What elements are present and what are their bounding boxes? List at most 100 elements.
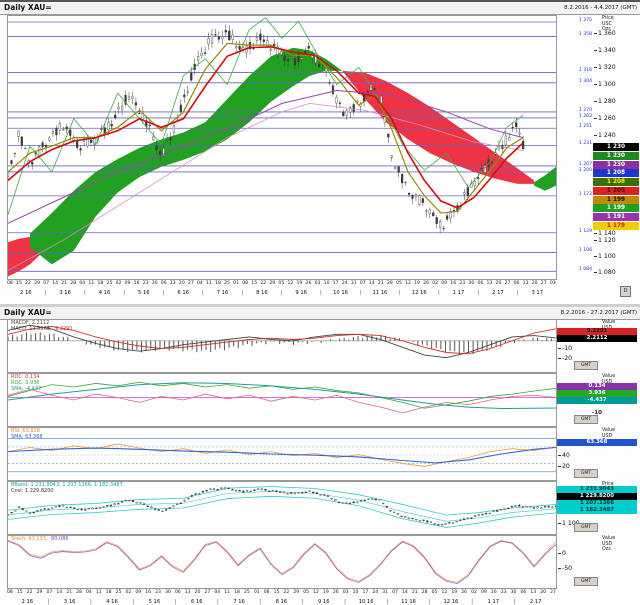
month-label: 5 16 <box>148 599 161 605</box>
day-tick: 21 <box>61 281 68 286</box>
y-axis-tick: 1 340 <box>594 47 616 54</box>
month-separator: | <box>123 290 126 296</box>
month-label: 11 16 <box>401 599 416 605</box>
month-separator: | <box>132 599 135 605</box>
day-tick: 08 <box>242 281 249 286</box>
day-tick: 17 <box>362 590 369 595</box>
month-label: 5 16 <box>138 290 150 296</box>
axis-corner-button[interactable]: D <box>620 286 631 297</box>
day-tick: 21 <box>411 590 418 595</box>
day-tick: 23 <box>459 281 466 286</box>
month-separator: | <box>428 599 431 605</box>
day-tick: 16 <box>145 590 152 595</box>
day-tick: 03 <box>342 590 349 595</box>
support-level-label: 1 129 <box>578 229 592 234</box>
day-tick: 06 <box>160 281 167 286</box>
main-y-axis: Price USC Ozs 1 375 1 358 1 316 1 304 1 270 1 26… <box>556 15 640 278</box>
day-tick: 09 <box>441 281 448 286</box>
day-tick: 06 <box>520 590 527 595</box>
bbands-plot[interactable] <box>7 481 557 535</box>
month-label: 3 16 <box>63 599 76 605</box>
day-tick: 12 <box>405 281 411 286</box>
day-tick: 23 <box>142 281 149 286</box>
bottom-x-axis-days: 08 15 22 29 07 14 21 28 04 11 18 25 02 09 16 23 30 06 13 20… <box>7 590 556 595</box>
day-tick: 07 <box>359 281 366 286</box>
day-tick: 04 <box>196 281 203 286</box>
stoch-y-axis: Value USD Ozs 0 -50 GMT <box>556 535 640 587</box>
month-separator: | <box>174 599 177 605</box>
day-tick: 01 <box>253 590 260 595</box>
day-tick: 22 <box>26 590 33 595</box>
y-axis-tick: -20 <box>558 355 572 362</box>
macd-plot[interactable] <box>7 319 557 373</box>
price-box: 1 191 <box>593 213 639 222</box>
month-separator: | <box>359 290 362 296</box>
day-tick: 05 <box>396 281 402 286</box>
month-separator: | <box>438 290 440 296</box>
gmt-button[interactable]: GMT <box>574 415 598 424</box>
gmt-button[interactable]: GMT <box>574 469 598 478</box>
day-tick: 11 <box>224 590 231 595</box>
day-tick: 26 <box>305 281 312 286</box>
day-tick: 17 <box>332 281 339 286</box>
month-separator: | <box>89 599 92 605</box>
month-label: 3 16 <box>59 290 71 296</box>
support-level-label: 1 375 <box>578 18 592 23</box>
main-price-chart[interactable] <box>7 15 557 280</box>
month-separator: | <box>162 290 165 296</box>
gmt-button[interactable]: GMT <box>574 361 598 370</box>
month-label: 6 16 <box>190 599 203 605</box>
day-tick: 28 <box>76 590 82 595</box>
price-box: 63.368 <box>557 439 637 446</box>
month-separator: | <box>386 599 389 605</box>
day-tick: 29 <box>36 590 43 595</box>
support-level-label: 1 316 <box>578 68 592 73</box>
day-tick: 25 <box>106 281 113 286</box>
bottom-chart-title: Daily XAU= <box>4 308 52 317</box>
day-tick: 28 <box>70 281 77 286</box>
day-tick: 09 <box>124 281 131 286</box>
day-tick: 22 <box>25 281 31 286</box>
day-tick: 18 <box>215 281 221 286</box>
y-axis-tick: 1 120 <box>594 237 616 244</box>
top-chart-section: Daily XAU= 8.2.2016 - 4.4.2017 (GMT) Pri… <box>0 0 640 306</box>
gmt-button[interactable]: GMT <box>574 577 598 586</box>
month-label: 3 17 <box>531 290 544 296</box>
day-tick: 09 <box>135 590 142 595</box>
month-label: 2 16 <box>20 290 32 296</box>
month-label: 11 16 <box>372 290 388 296</box>
price-box: 1 182.3487 <box>557 507 637 514</box>
indicator-section: Daily XAU= 8.2.2016 - 27.2.2017 (GMT) MA… <box>0 304 640 605</box>
top-x-axis-months: 2 16 | 3 16 | 4 16 | 5 16 | 6 16 | 7 16 | 8 16 | 9 16 |… <box>7 290 556 296</box>
rsi-plot[interactable] <box>7 427 557 481</box>
price-box: 1 179 <box>593 222 639 231</box>
day-tick: 27 <box>550 590 556 595</box>
roc-plot[interactable] <box>7 373 557 427</box>
day-tick: 06 <box>477 281 484 286</box>
y-axis-tick: 20 <box>558 463 570 470</box>
price-box: 0.134 <box>557 383 637 390</box>
month-label: 8 16 <box>275 599 288 605</box>
month-separator: | <box>344 599 346 605</box>
day-tick: 14 <box>56 590 63 595</box>
day-tick: 11 <box>88 281 95 286</box>
stoch-plot[interactable] <box>7 535 557 589</box>
day-tick: 30 <box>510 590 517 595</box>
day-tick: 27 <box>540 281 547 286</box>
month-separator: | <box>320 290 322 296</box>
bottom-chart-date-range: 8.2.2016 - 27.2.2017 (GMT) <box>560 310 637 316</box>
day-tick: 25 <box>224 281 230 286</box>
day-tick: 05 <box>431 590 438 595</box>
month-separator: | <box>477 290 480 296</box>
gmt-button[interactable]: GMT <box>574 523 598 532</box>
day-tick: 15 <box>16 590 23 595</box>
top-x-axis-days: 08 15 22 29 07 14 21 28 04 11 18 25 02 09 16 23 30 06 13 20… <box>7 281 556 286</box>
day-tick: 09 <box>481 590 487 595</box>
month-separator: | <box>280 290 283 296</box>
bottom-x-axis-months: 2 16 | 3 16 | 4 16 | 5 16 | 6 16 | 7 16 | 8 16 | 9 16 |… <box>7 599 556 605</box>
day-tick: 24 <box>372 590 379 595</box>
